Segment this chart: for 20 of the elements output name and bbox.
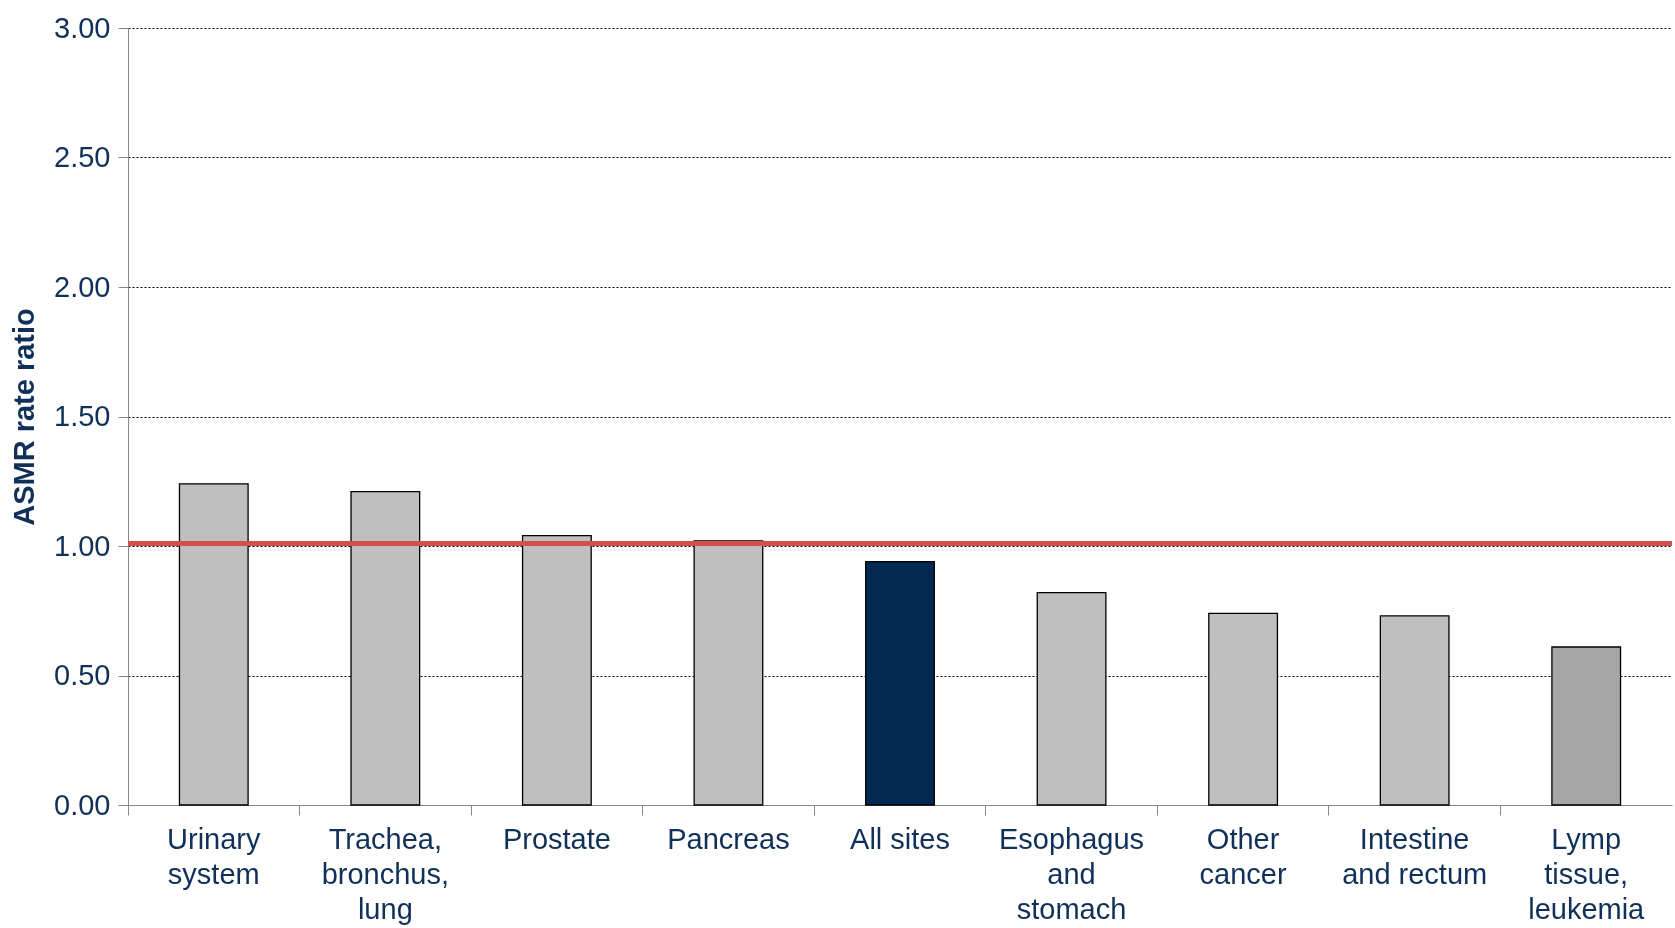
y-tick-label: 1.50 — [54, 400, 111, 432]
y-tick-label: 0.50 — [54, 659, 111, 691]
x-tick-label: Prostate — [502, 822, 611, 855]
y-tick-label: 0.00 — [54, 788, 111, 821]
y-tick-label: 2.00 — [54, 270, 111, 303]
x-tick-label: Lymp tissue, leukemia — [1528, 822, 1646, 925]
bar — [1036, 591, 1107, 806]
x-tick-label: All sites — [850, 822, 950, 855]
x-tick-label: Pancreas — [667, 822, 790, 855]
y-tick-label: 1.00 — [54, 529, 111, 562]
y-tick-label: 3.00 — [54, 11, 111, 44]
bar — [865, 560, 935, 806]
x-tick-label: Trachea, bronchus, lung — [321, 822, 450, 925]
x-tick-label: Esophagus and stomach — [998, 822, 1145, 925]
bar — [693, 540, 764, 806]
x-tick-label: Intestine and rectum — [1342, 822, 1488, 890]
x-tick-label: Other cancer — [1199, 822, 1287, 890]
y-tick-label: 2.50 — [54, 141, 111, 173]
x-tick-label: Urinary system — [167, 822, 261, 890]
y-axis-title: ASMR rate ratio — [8, 308, 41, 526]
